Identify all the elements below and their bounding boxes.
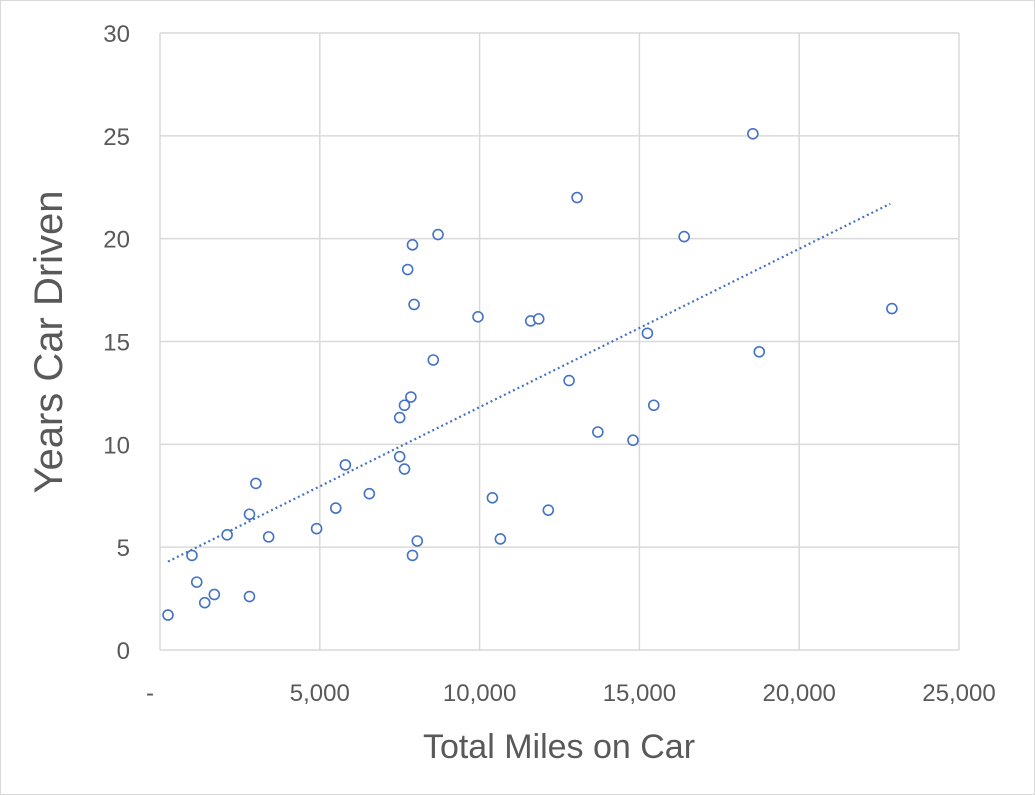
data-point	[262, 531, 275, 543]
data-point	[647, 399, 660, 412]
data-point	[208, 588, 221, 601]
y-axis-title: Years Car Driven	[27, 190, 71, 493]
y-tick-label: 10	[103, 432, 130, 459]
y-tick-label: 20	[103, 227, 130, 254]
data-points	[162, 127, 898, 621]
data-point	[592, 426, 604, 438]
y-tick-label: 5	[117, 535, 130, 562]
data-point	[393, 411, 406, 424]
data-point	[405, 391, 417, 403]
data-point	[886, 302, 898, 315]
data-point	[747, 127, 759, 140]
data-point	[563, 374, 575, 387]
data-point	[398, 399, 411, 412]
y-tick-label: 15	[103, 330, 130, 357]
data-point	[398, 463, 411, 475]
data-point	[627, 434, 639, 447]
data-point	[432, 228, 444, 241]
y-tick-label: 30	[103, 21, 130, 48]
data-point	[641, 327, 654, 340]
data-point	[221, 529, 233, 541]
data-point	[329, 502, 342, 514]
x-tick-label: 20,000	[762, 680, 835, 707]
data-point	[363, 487, 376, 500]
data-point	[401, 263, 414, 276]
data-point	[406, 549, 419, 562]
data-point	[753, 345, 766, 358]
data-point	[494, 533, 507, 545]
data-point	[310, 522, 323, 535]
x-tick-label: 10,000	[443, 680, 516, 707]
x-axis-title: Total Miles on Car	[423, 728, 695, 766]
y-tick-label: 0	[117, 638, 130, 665]
trendline-layer	[167, 202, 891, 563]
y-tick-label: 25	[103, 124, 130, 151]
gridlines	[159, 32, 960, 651]
data-point	[186, 549, 198, 562]
data-point	[472, 311, 484, 323]
data-point	[250, 477, 262, 490]
x-tick-label: 5,000	[290, 680, 350, 707]
data-point	[190, 576, 203, 588]
data-point	[162, 609, 174, 621]
data-point	[411, 535, 424, 547]
x-tick-label: 15,000	[603, 680, 676, 707]
data-point	[243, 590, 256, 603]
y-axis-ticks: 0 5 10 15 20 25 30	[103, 21, 130, 665]
linear-trendline	[167, 202, 891, 563]
x-tick-label: -	[146, 680, 154, 707]
data-point	[486, 492, 499, 504]
data-point	[427, 354, 440, 366]
data-point	[408, 298, 420, 311]
data-point	[542, 504, 555, 516]
data-point	[198, 596, 211, 609]
data-point	[243, 508, 256, 521]
data-point	[393, 450, 406, 463]
data-point	[571, 191, 583, 204]
data-point	[532, 313, 545, 325]
x-axis-ticks: - 5,000 10,000 15,000 20,000 25,000	[146, 680, 996, 707]
data-point	[339, 459, 352, 471]
data-point	[678, 230, 690, 243]
data-point	[406, 239, 419, 251]
x-tick-label: 25,000	[922, 680, 995, 707]
